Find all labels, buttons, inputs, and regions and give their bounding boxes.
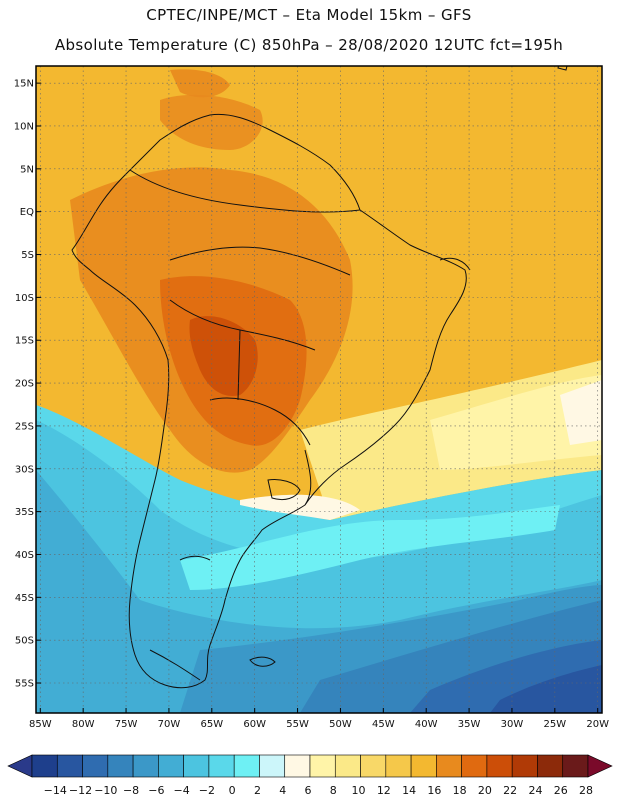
colorbar-swatch [31, 754, 58, 778]
colorbar-swatch [56, 754, 83, 778]
lat-tick-label: 15N [14, 79, 34, 90]
colorbar-swatch [360, 754, 387, 778]
colorbar-label: −4 [174, 784, 190, 797]
colorbar-swatch [259, 754, 286, 778]
lat-tick-label: 30S [15, 464, 34, 475]
colorbar-swatch [107, 754, 134, 778]
lon-tick-label: 50W [329, 719, 352, 730]
lon-tick-label: 20W [586, 719, 609, 730]
colorbar-label: 26 [554, 784, 568, 797]
coastlines [71, 66, 568, 689]
colorbar-label: 6 [305, 784, 312, 797]
lat-tick-label: 5S [21, 250, 34, 261]
colorbar-label: −8 [123, 784, 139, 797]
colorbar-label: 18 [453, 784, 467, 797]
colorbar-label: 8 [330, 784, 337, 797]
lat-tick-label: 45S [15, 593, 34, 604]
lat-tick-label: EQ [20, 207, 34, 218]
lon-tick-label: 25W [544, 719, 567, 730]
colorbar-swatch [82, 754, 109, 778]
colorbar-swatch [208, 754, 235, 778]
colorbar-swatch [183, 754, 210, 778]
lon-tick-label: 65W [200, 719, 223, 730]
lat-tick-label: 5N [20, 164, 34, 175]
colorbar-over-arrow [587, 754, 613, 778]
colorbar-swatch [132, 754, 159, 778]
colorbar-swatch [309, 754, 336, 778]
colorbar-label: 12 [377, 784, 391, 797]
lat-tick-label: 25S [15, 421, 34, 432]
colorbar-swatch [385, 754, 412, 778]
colorbar-swatch [461, 754, 488, 778]
colorbar-swatch [511, 754, 538, 778]
colorbar-swatch [486, 754, 513, 778]
lon-tick-label: 85W [29, 719, 52, 730]
lat-tick-label: 20S [15, 379, 34, 390]
lon-tick-label: 75W [115, 719, 138, 730]
colorbar-label: 0 [229, 784, 236, 797]
colorbar-label: 10 [352, 784, 366, 797]
colorbar-swatch [284, 754, 311, 778]
colorbar-label: −10 [94, 784, 117, 797]
title-line-1: CPTEC/INPE/MCT – Eta Model 15km – GFS [146, 6, 472, 24]
colorbar-swatch [562, 754, 589, 778]
colorbar-under-arrow [7, 754, 33, 778]
colorbar-swatch [233, 754, 260, 778]
colorbar: −14 −12 −10 −8 −6 −4 −2 0 2 4 6 8 10 12 14 16 18 20 22 24 26… [7, 754, 613, 797]
colorbar-label: 16 [427, 784, 441, 797]
colorbar-swatch [537, 754, 564, 778]
colorbar-swatch [334, 754, 361, 778]
colorbar-label: −14 [44, 784, 67, 797]
colorbar-label: −2 [199, 784, 215, 797]
lon-tick-label: 80W [72, 719, 95, 730]
colorbar-label: −12 [69, 784, 92, 797]
lat-tick-label: 15S [15, 336, 34, 347]
lon-tick-label: 55W [286, 719, 309, 730]
title-line-2: Absolute Temperature (C) 850hPa – 28/08/… [54, 36, 564, 54]
lon-tick-label: 40W [415, 719, 438, 730]
colorbar-label: 24 [528, 784, 542, 797]
lon-tick-label: 45W [372, 719, 395, 730]
axis-ticks: 15N 10N 5N EQ 5S 10S 15S 20S 25S 30S 35S 40S 45S 50S 5… [14, 79, 609, 730]
lat-tick-label: 10S [15, 293, 34, 304]
lat-tick-label: 35S [15, 507, 34, 518]
lat-tick-label: 40S [15, 550, 34, 561]
colorbar-swatch [158, 754, 184, 778]
temperature-field [36, 66, 602, 713]
lon-tick-label: 60W [243, 719, 266, 730]
colorbar-label: 28 [579, 784, 593, 797]
lat-tick-label: 10N [14, 121, 34, 132]
colorbar-label: 14 [402, 784, 416, 797]
colorbar-label: 22 [503, 784, 517, 797]
colorbar-label: 2 [254, 784, 261, 797]
colorbar-label: 4 [279, 784, 286, 797]
lon-tick-label: 35W [458, 719, 481, 730]
colorbar-label: −6 [148, 784, 164, 797]
colorbar-label: 20 [478, 784, 492, 797]
lon-tick-label: 70W [158, 719, 181, 730]
lon-tick-label: 30W [501, 719, 524, 730]
colorbar-swatch [436, 754, 462, 778]
lat-tick-label: 50S [15, 636, 34, 647]
plot-frame [35, 65, 603, 714]
lat-tick-label: 55S [15, 679, 34, 690]
colorbar-swatch [410, 754, 437, 778]
